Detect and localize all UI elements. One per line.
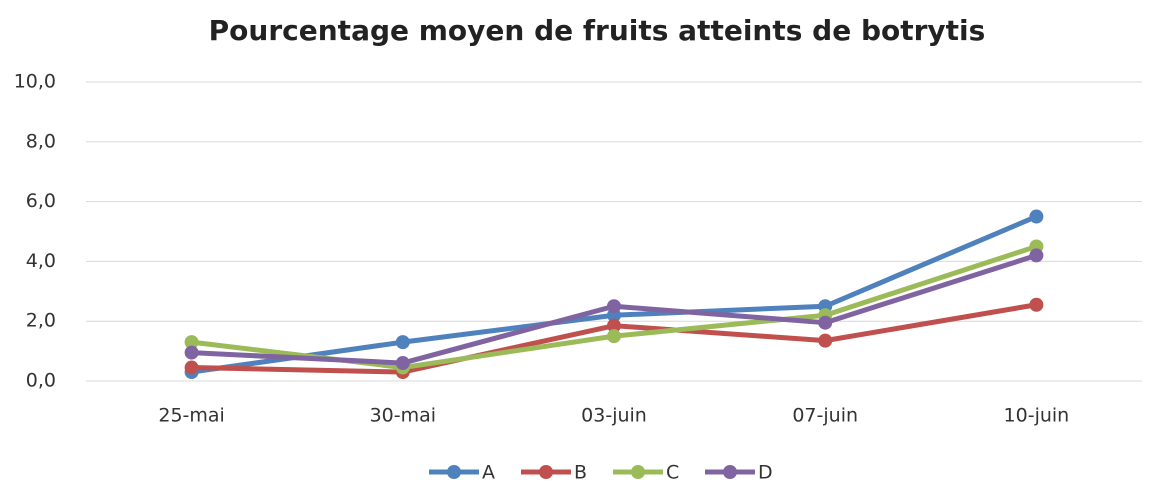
point: [184, 360, 199, 375]
x-tick-label: 03-juin: [581, 405, 647, 427]
legend-marker: [723, 465, 737, 479]
point: [607, 329, 621, 344]
legend-label: A: [482, 462, 495, 483]
point: [818, 315, 833, 330]
y-tick-label: 0,0: [26, 370, 56, 392]
legend-marker: [631, 465, 645, 479]
legend-label: D: [758, 462, 773, 483]
point: [607, 299, 621, 314]
point: [818, 333, 833, 348]
legend-marker: [539, 465, 553, 479]
y-tick-label: 6,0: [26, 190, 56, 212]
point: [395, 356, 410, 371]
point: [184, 345, 199, 360]
chart-title: Pourcentage moyen de fruits atteints de …: [209, 14, 986, 47]
x-tick-label: 30-mai: [370, 405, 436, 427]
x-tick-label: 07-juin: [792, 405, 858, 427]
legend-label: C: [666, 462, 679, 483]
x-tick-label: 10-juin: [1004, 405, 1070, 427]
y-tick-label: 4,0: [26, 250, 56, 272]
y-tick-label: 8,0: [26, 130, 56, 152]
y-tick-label: 10,0: [14, 71, 56, 93]
legend-marker: [447, 465, 461, 479]
legend-label: B: [574, 462, 587, 483]
x-tick-label: 25-mai: [158, 405, 224, 427]
y-tick-label: 2,0: [26, 310, 56, 332]
point: [1029, 209, 1044, 224]
point: [1029, 297, 1044, 312]
point: [607, 318, 621, 333]
point: [395, 335, 410, 350]
point: [1029, 248, 1044, 263]
point: [184, 335, 199, 350]
